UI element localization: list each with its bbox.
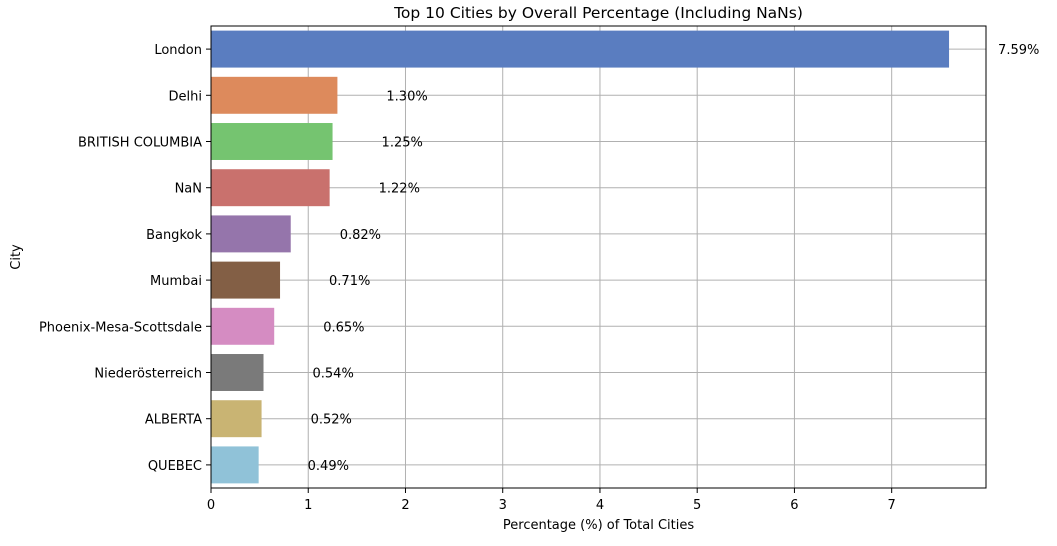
bars <box>211 30 950 484</box>
bar-london <box>211 30 950 68</box>
x-tick-label: 4 <box>596 498 604 513</box>
bar-bangkok <box>211 215 291 253</box>
bar-nieder-sterreich <box>211 354 264 391</box>
value-label: 7.59% <box>998 43 1039 58</box>
value-label: 0.71% <box>329 274 370 289</box>
y-tick-label: QUEBEC <box>148 459 202 474</box>
bar-delhi <box>211 76 338 114</box>
y-tick-label: ALBERTA <box>145 413 202 428</box>
grid-lines <box>210 26 986 488</box>
y-tick-label: Mumbai <box>150 274 202 289</box>
y-tick-label: Niederösterreich <box>94 367 202 382</box>
x-tick-label: 5 <box>693 498 701 513</box>
value-labels: 7.59% 1.30% 1.25% 1.22% 0.82% 0.71% 0.65% 0.54%… <box>308 43 1040 474</box>
value-label: 1.30% <box>386 89 427 104</box>
x-tick-label: 7 <box>888 498 896 513</box>
y-tick-label: NaN <box>175 182 202 197</box>
y-axis-label: City <box>9 244 24 270</box>
x-axis-label: Percentage (%) of Total Cities <box>503 518 694 533</box>
y-tick-label: Delhi <box>169 89 202 104</box>
chart-title: Top 10 Cities by Overall Percentage (Inc… <box>393 4 803 22</box>
y-tick-label: Bangkok <box>146 228 202 243</box>
x-tick-label: 0 <box>207 498 215 513</box>
x-tick-label: 6 <box>790 498 798 513</box>
bar-alberta <box>211 400 262 438</box>
value-label: 0.54% <box>313 367 354 382</box>
y-axis-ticks: London Delhi BRITISH COLUMBIA NaN Bangkok Mum… <box>39 43 211 474</box>
y-tick-label: Phoenix-Mesa-Scottsdale <box>39 320 202 335</box>
bar-british-columbia <box>211 123 333 160</box>
x-tick-label: 2 <box>401 498 409 513</box>
bar-quebec <box>211 446 259 484</box>
x-tick-label: 1 <box>304 498 312 513</box>
x-axis-ticks: 0 1 2 3 4 5 6 7 <box>207 488 896 513</box>
value-label: 0.82% <box>340 228 381 243</box>
value-label: 0.49% <box>308 459 349 474</box>
bar-nan <box>211 169 330 207</box>
value-label: 0.65% <box>323 320 364 335</box>
plot-frame <box>210 25 987 489</box>
value-label: 1.22% <box>379 182 420 197</box>
value-label: 1.25% <box>382 136 423 151</box>
y-tick-label: BRITISH COLUMBIA <box>78 136 202 151</box>
bar-phoenix-mesa-scottsdale <box>211 307 275 345</box>
x-tick-label: 3 <box>499 498 507 513</box>
bar-mumbai <box>211 261 281 299</box>
y-tick-label: London <box>154 43 202 58</box>
value-label: 0.52% <box>311 413 352 428</box>
